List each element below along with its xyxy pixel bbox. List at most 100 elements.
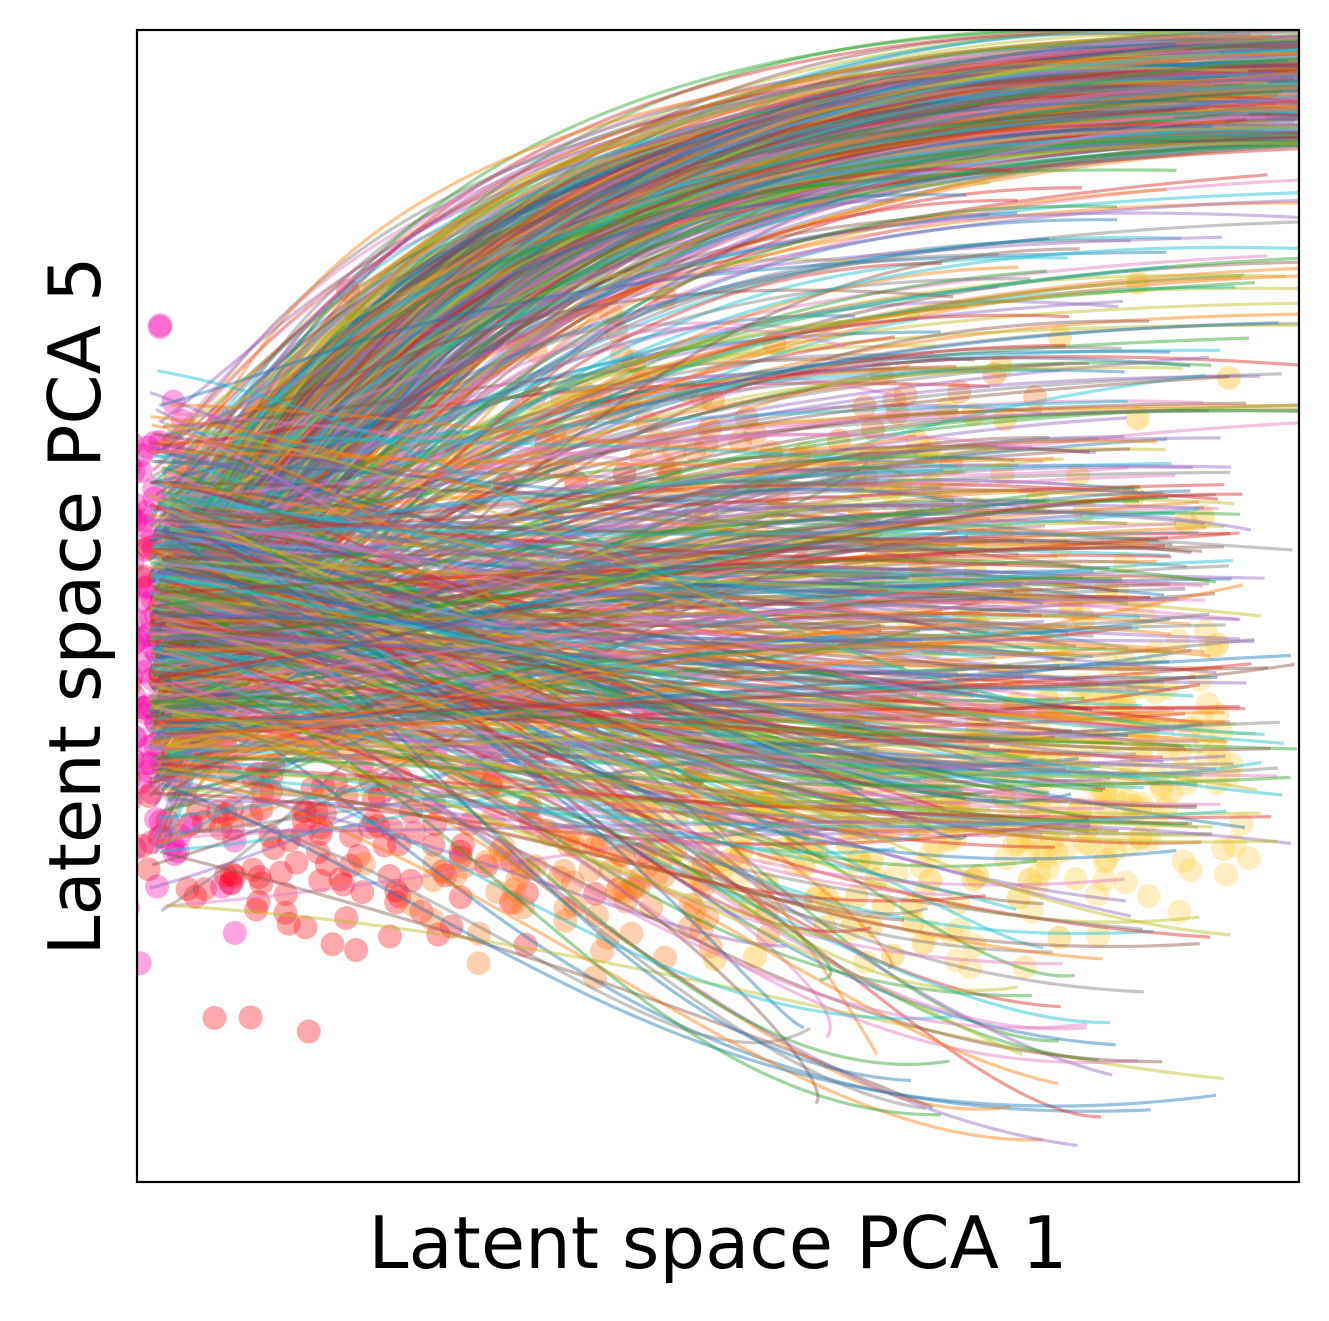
trajectory-line [163,536,904,582]
latent-point [361,504,386,528]
trajectory-line [151,598,1205,687]
latent-point [185,452,210,476]
trajectory-line [166,126,1299,529]
latent-point [878,478,903,503]
trajectory-line [154,479,889,592]
trajectory-line [159,605,957,654]
latent-point [990,461,1015,486]
trajectory-line [170,84,1299,752]
trajectory-line [157,697,1091,827]
trajectory-line [166,131,1299,649]
trajectory-line [168,133,1289,651]
trajectory-line [168,612,1217,675]
trajectory-line [161,133,1296,714]
trajectory-line [159,645,905,669]
trajectory-line [164,237,1050,523]
latent-point [511,895,536,920]
trajectory-line [147,110,1230,636]
trajectory-line [149,615,968,752]
latent-point [1018,797,1043,822]
latent-point [597,616,622,641]
latent-point [137,836,147,861]
latent-point [1025,488,1050,513]
trajectory-line [162,51,1248,537]
trajectory-line [161,186,1082,756]
latent-point [622,875,647,900]
latent-point [422,851,447,876]
latent-point [149,602,174,627]
latent-point [334,906,359,930]
trajectory-line [159,610,1137,756]
trajectory-line [164,34,1272,726]
trajectory-line [169,681,966,800]
latent-point [145,641,169,666]
latent-point [189,608,214,633]
trajectory-line [168,220,1299,612]
trajectory-line [158,87,1299,672]
latent-point [1035,857,1060,881]
latent-point [607,679,632,704]
trajectory-line [153,590,1087,1031]
trajectory-line [155,468,860,726]
latent-point [994,808,1019,833]
trajectory-line [165,613,1062,627]
latent-point [688,869,713,894]
latent-point [189,725,214,750]
trajectory-line [169,130,1299,661]
latent-point [1017,867,1042,892]
latent-point [1129,745,1153,770]
latent-point [1036,697,1061,722]
latent-point [1029,722,1054,747]
latent-point [943,825,968,850]
trajectory-line [159,531,1240,596]
trajectory-line [166,500,923,651]
latent-point [611,793,636,818]
latent-point [866,756,891,781]
latent-point [905,429,930,454]
trajectory-line [170,66,1299,842]
trajectory-line [158,321,1279,609]
trajectory-line [163,817,979,908]
trajectory-line [153,479,1077,605]
trajectory-line [168,570,1104,811]
trajectory-line [152,135,1299,808]
trajectory-line [170,66,1299,766]
latent-point [992,766,1017,791]
trajectory-line [156,543,1033,768]
trajectory-line [151,62,1299,655]
trajectory-line [169,235,1182,573]
latent-point [612,461,637,486]
latent-point [1102,838,1127,863]
trajectory-line [169,443,1033,605]
latent-point [147,566,172,591]
latent-point [1094,689,1119,714]
latent-point [642,832,667,857]
latent-point [593,772,618,797]
latent-point [710,855,735,880]
latent-point [1144,805,1169,830]
latent-point [682,502,707,527]
latent-point [137,608,148,632]
latent-point [840,705,865,730]
trajectory-line [155,123,1299,723]
trajectory-line [170,94,1299,512]
latent-point [435,637,460,662]
trajectory-line [161,80,1247,578]
latent-point [1118,831,1143,856]
latent-point [448,845,473,870]
trajectory-line [166,183,919,700]
latent-point [334,784,359,809]
trajectory-line [149,590,943,633]
trajectory-line [151,70,1299,706]
latent-point [1069,758,1094,783]
latent-point [1071,606,1096,631]
trajectory-line [148,114,1299,798]
trajectory-line [155,408,1299,585]
trajectory-line [149,79,1299,748]
latent-point [1112,694,1137,719]
latent-point [1191,724,1216,749]
trajectory-line [164,99,1243,588]
latent-point [1107,673,1132,698]
trajectory-line [163,705,833,982]
trajectory-line [169,44,1234,560]
